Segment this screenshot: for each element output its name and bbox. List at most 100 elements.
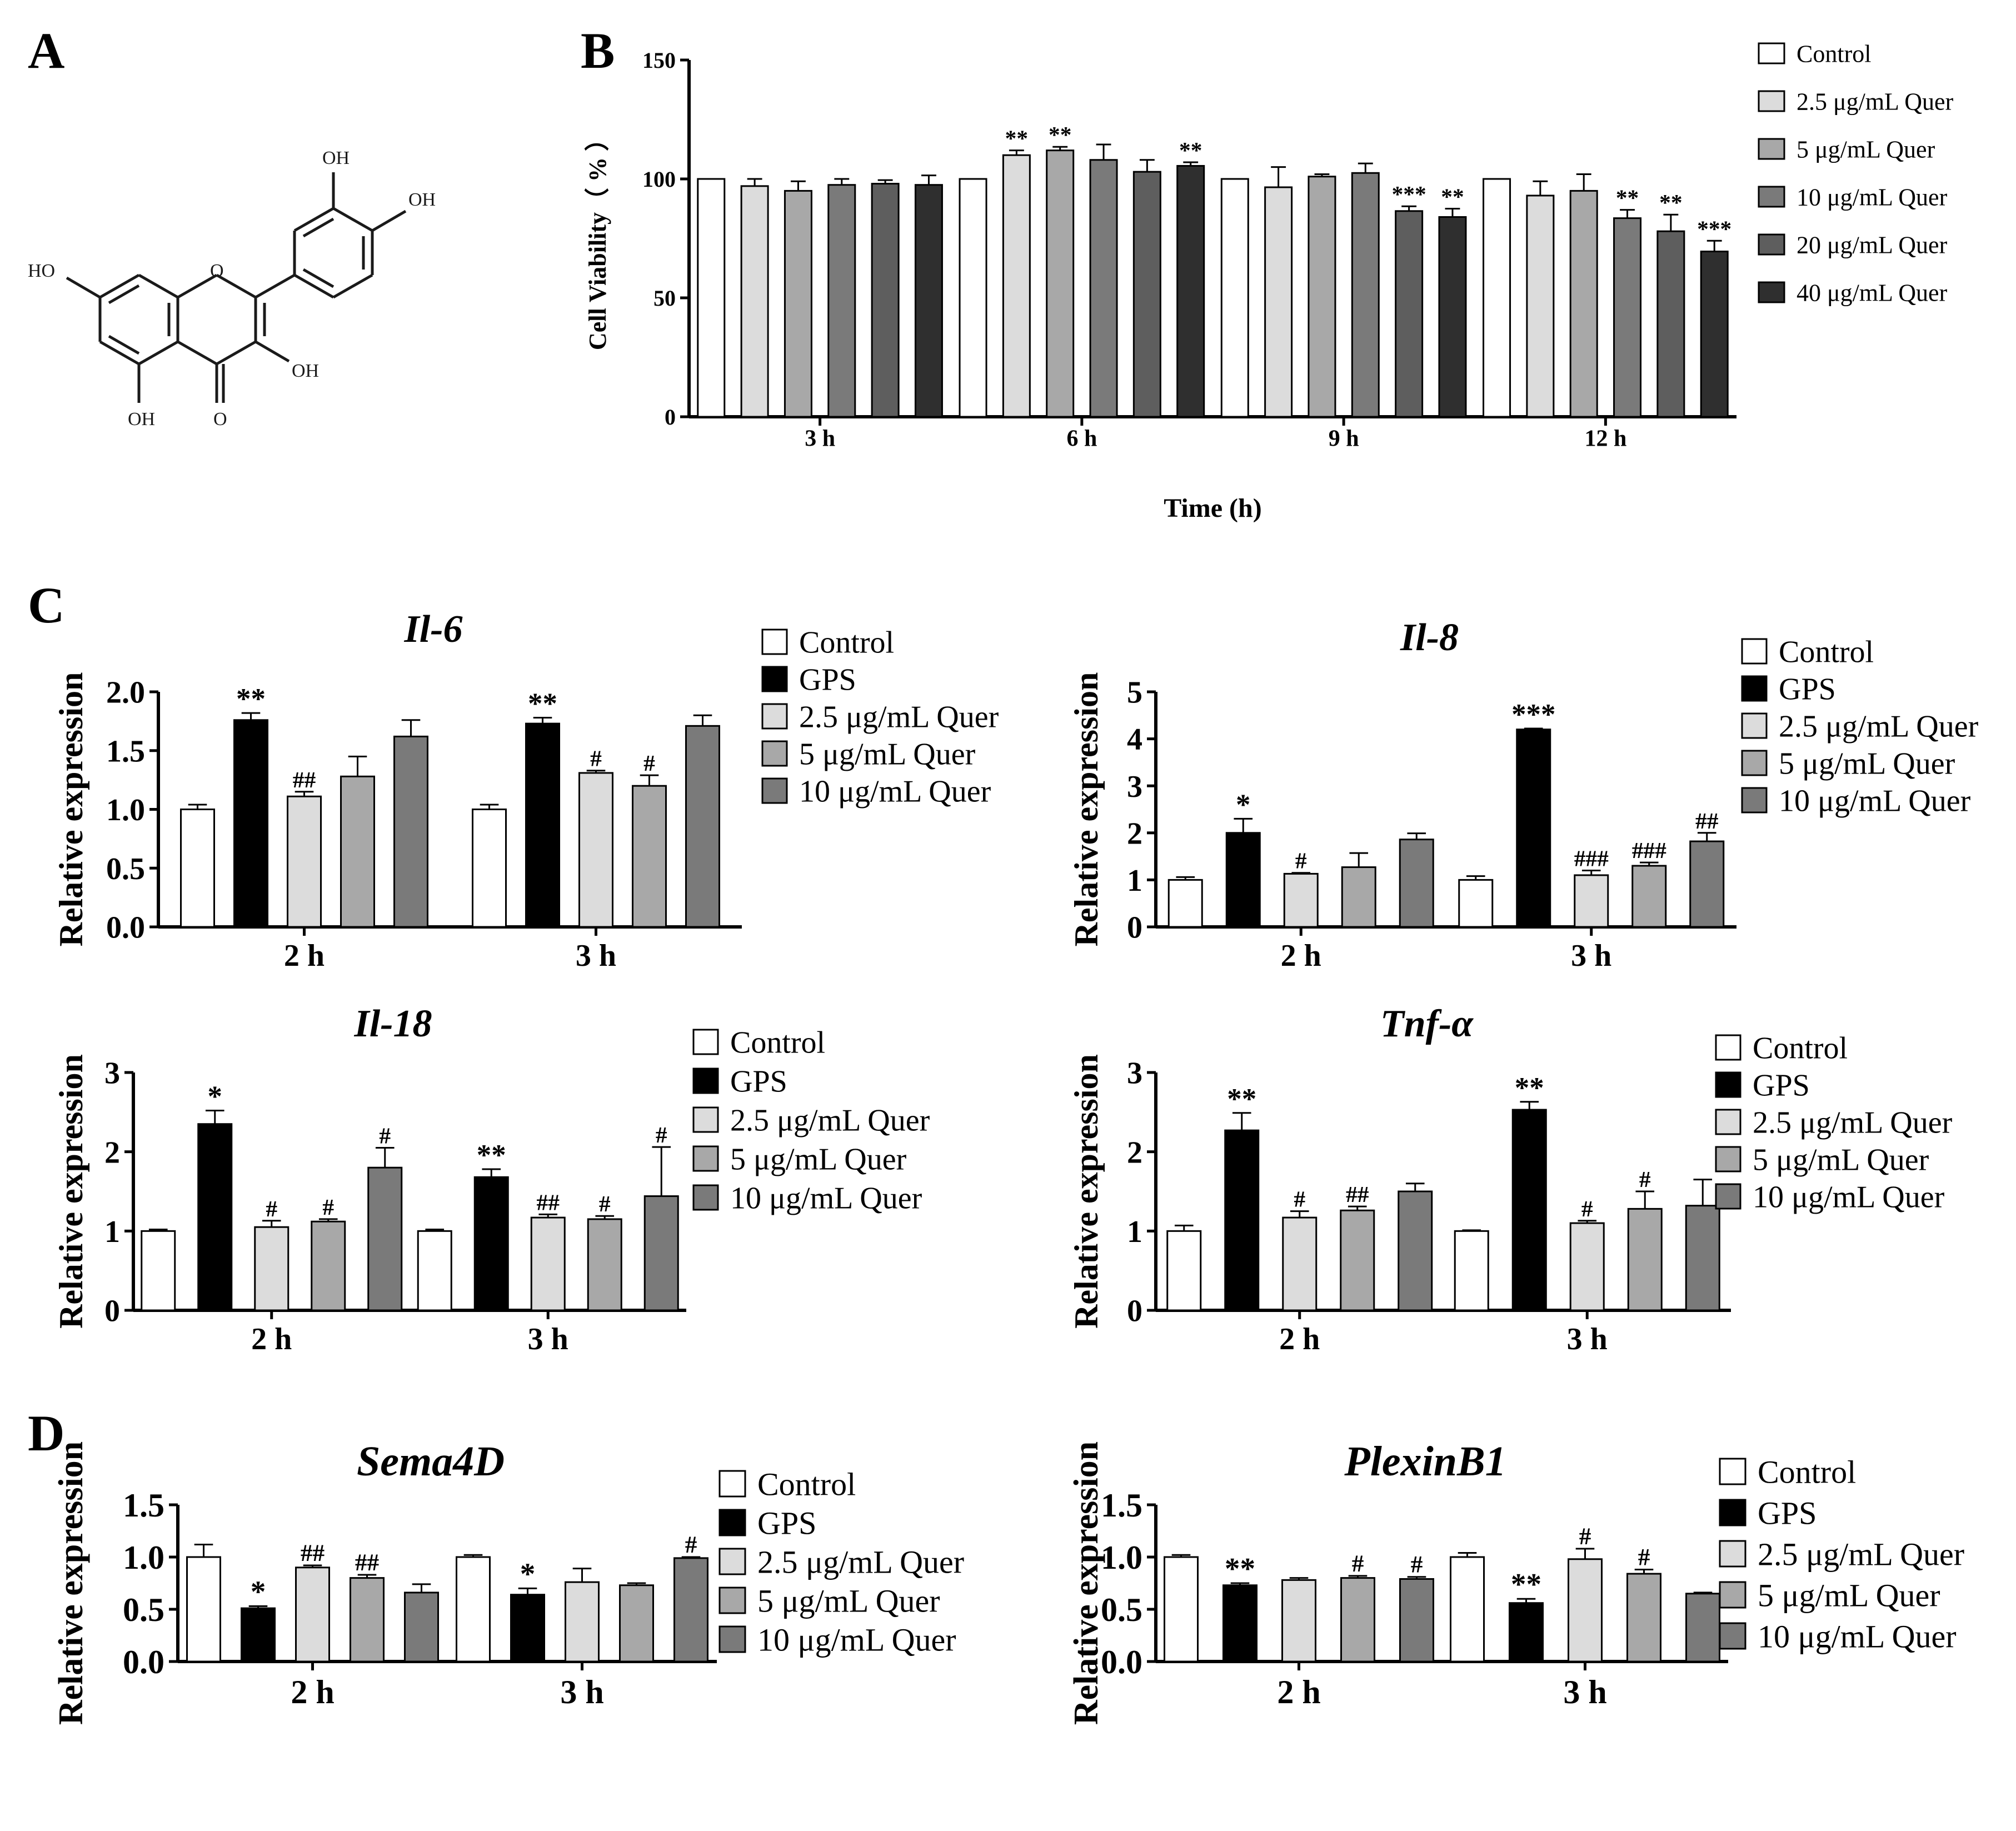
x-tick-label: 3 h (805, 426, 835, 452)
significance-mark: ## (1346, 1181, 1369, 1207)
significance-mark: ** (528, 688, 557, 720)
bar (1569, 189, 1598, 418)
bar (697, 178, 726, 418)
legend-swatch (1758, 233, 1785, 256)
bar (1613, 217, 1642, 418)
significance-mark: # (1352, 1551, 1364, 1577)
legend-label: GPS (799, 663, 856, 697)
y-tick-label: 1.5 (106, 734, 145, 769)
bar (456, 1556, 491, 1663)
bar (914, 184, 943, 418)
legend-swatch (761, 740, 788, 767)
y-tick-label: 0 (104, 1294, 120, 1329)
y-tick-label: 1.5 (1101, 1487, 1142, 1524)
y-tick-label: 0.5 (1101, 1591, 1142, 1628)
y-tick-label: 0 (1127, 1294, 1142, 1329)
legend-swatch (718, 1586, 746, 1614)
bar (287, 795, 322, 928)
legend-label: 5 μg/mL Quer (1779, 747, 1955, 781)
y-tick-label: 1 (104, 1215, 120, 1249)
bar (404, 1591, 439, 1663)
bar (530, 1216, 566, 1311)
x-tick-label: 3 h (1563, 1674, 1606, 1710)
legend-label: 5 μg/mL Quer (1797, 136, 1935, 163)
y-tick-label: 2.0 (106, 676, 145, 710)
legend-swatch (1741, 787, 1768, 814)
chart-d-sema4d: 0.0 0.5 1.0 1.5 Relative expression Sema4D 2 h… (52, 1438, 964, 1725)
legend-label: GPS (1779, 672, 1836, 707)
y-tick-label: 4 (1127, 722, 1142, 757)
bar (1220, 178, 1249, 418)
legend-label: 10 μg/mL Quer (1753, 1180, 1945, 1215)
legend-swatch (1715, 1183, 1741, 1210)
bar (1002, 154, 1031, 418)
legend-label: Control (757, 1466, 856, 1502)
x-tick-label: 3 h (1567, 1322, 1608, 1356)
bar (1132, 171, 1161, 418)
chart-title: Il-6 (404, 608, 463, 651)
y-axis-label: Relative expression (53, 672, 89, 947)
bar (1568, 1558, 1603, 1663)
bar (417, 1230, 452, 1311)
bar (1450, 1556, 1485, 1663)
significance-mark: # (656, 1122, 667, 1148)
bar (180, 809, 215, 928)
legend-swatch (1719, 1458, 1746, 1485)
bar (587, 1218, 622, 1311)
significance-mark: ## (537, 1189, 560, 1215)
significance-mark: # (1581, 1196, 1593, 1221)
bar (254, 1226, 290, 1311)
molecule-label-carbonyl-oxygen: O (213, 409, 227, 430)
legend-swatch (1719, 1540, 1746, 1568)
significance-mark: # (685, 1532, 697, 1558)
legend-swatch (692, 1029, 719, 1055)
significance-mark: ** (1225, 1551, 1255, 1585)
bar (1399, 1578, 1434, 1663)
legend-label: 5 μg/mL Quer (730, 1142, 907, 1177)
x-tick-label: 3 h (576, 939, 616, 973)
bar (1656, 230, 1685, 418)
significance-mark: ** (1049, 122, 1071, 147)
legend-label: 5 μg/mL Quer (799, 737, 976, 772)
legend-label: Control (1779, 635, 1874, 670)
legend-label: 2.5 μg/mL Quer (1758, 1536, 1964, 1572)
bar (959, 178, 987, 418)
y-tick-label: 2 (1127, 1135, 1142, 1170)
bar (1351, 172, 1380, 418)
legend-swatch (761, 703, 788, 730)
significance-mark: * (520, 1556, 536, 1590)
legend-swatch (718, 1509, 746, 1536)
x-tick-label: 2 h (1279, 1322, 1320, 1356)
legend-swatch (1715, 1146, 1741, 1173)
bar (1454, 1230, 1489, 1311)
bar (1511, 1109, 1547, 1311)
legend-label: Control (1758, 1454, 1856, 1490)
legend-swatch (692, 1067, 719, 1094)
bar (1340, 1577, 1375, 1663)
bar (1685, 1593, 1720, 1663)
bar (827, 184, 856, 418)
legend-swatch (1715, 1109, 1741, 1135)
bar (1224, 1129, 1260, 1311)
bar (1341, 866, 1376, 928)
legend-swatch (1758, 281, 1785, 303)
significance-mark: # (1295, 848, 1307, 874)
legend-label: GPS (730, 1065, 787, 1099)
bar (740, 185, 769, 418)
bar (1166, 1230, 1202, 1311)
y-tick-label: 0 (665, 405, 676, 430)
legend-label: 5 μg/mL Quer (1758, 1577, 1940, 1613)
panel-letter-c: C (28, 577, 64, 633)
legend-label: 10 μg/mL Quer (757, 1622, 956, 1658)
chart-title: Il-8 (1400, 616, 1459, 659)
significance-mark: ** (236, 683, 266, 715)
molecule-label-oh-c3: OH (292, 361, 319, 381)
bar (1399, 839, 1434, 928)
x-tick-label: 2 h (284, 939, 325, 973)
significance-mark: * (208, 1080, 222, 1112)
bar (241, 1607, 276, 1663)
significance-mark: ## (293, 767, 316, 792)
significance-mark: ** (1179, 137, 1202, 163)
